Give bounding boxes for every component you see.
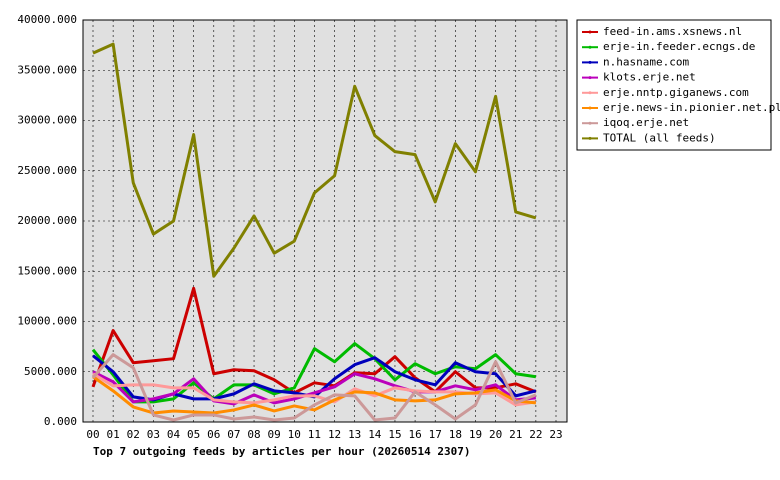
x-tick-label: 13 (348, 428, 361, 441)
x-tick-label: 17 (429, 428, 442, 441)
series-line (91, 286, 537, 395)
legend-marker (588, 76, 592, 80)
y-tick-label: 30000.000 (17, 114, 77, 127)
legend-marker (588, 106, 592, 110)
legend-label: feed-in.ams.xsnews.nl (603, 25, 742, 38)
x-tick-label: 07 (227, 428, 240, 441)
x-tick-label: 10 (288, 428, 301, 441)
y-tick-label: 10000.000 (17, 315, 77, 328)
x-tick-label: 03 (147, 428, 160, 441)
series-line (92, 370, 537, 406)
x-tick-label: 20 (489, 428, 502, 441)
x-tick-label: 15 (388, 428, 401, 441)
legend-marker (588, 30, 592, 34)
x-tick-label: 06 (207, 428, 220, 441)
y-tick-label: 15000.000 (17, 264, 77, 277)
x-tick-label: 09 (268, 428, 281, 441)
legend-marker (588, 60, 592, 64)
legend-label: erje-in.feeder.ecngs.de (603, 40, 755, 53)
x-tick-label: 11 (308, 428, 321, 441)
y-tick-label: 5000.000 (24, 365, 77, 378)
legend-label: klots.erje.net (603, 71, 696, 84)
legend-label: iqoq.erje.net (603, 116, 689, 129)
legend-label: erje.news-in.pionier.net.pl (603, 101, 780, 114)
y-tick-label: 40000.000 (17, 13, 77, 26)
legend-marker (588, 45, 592, 49)
series-line (91, 353, 537, 422)
x-tick-label: 19 (469, 428, 482, 441)
legend-label: n.hasname.com (603, 55, 689, 68)
x-tick-label: 02 (127, 428, 140, 441)
x-tick-label: 05 (187, 428, 200, 441)
series-line (91, 342, 537, 404)
x-tick-label: 14 (368, 428, 382, 441)
legend-marker (588, 91, 592, 95)
x-tick-label: 18 (449, 428, 462, 441)
y-tick-label: 25000.000 (17, 164, 77, 177)
legend-box (576, 19, 772, 151)
x-tick-label: 22 (529, 428, 542, 441)
y-tick-label: 35000.000 (17, 63, 77, 76)
x-tick-label: 00 (86, 428, 99, 441)
legend-label: erje.nntp.giganews.com (603, 86, 749, 99)
series-line (92, 42, 537, 278)
x-tick-label: 08 (247, 428, 260, 441)
x-tick-label: 23 (549, 428, 562, 441)
x-tick-label: 04 (167, 428, 181, 441)
series-line (92, 375, 537, 415)
legend-label: TOTAL (all feeds) (603, 131, 716, 144)
x-tick-label: 16 (408, 428, 421, 441)
legend-marker (588, 136, 592, 140)
chart-title: Top 7 outgoing feeds by articles per hou… (93, 445, 471, 458)
x-tick-label: 21 (509, 428, 522, 441)
x-tick-label: 12 (328, 428, 341, 441)
y-tick-label: 0.000 (44, 415, 77, 428)
y-tick-label: 20000.000 (17, 214, 77, 227)
x-tick-label: 01 (107, 428, 120, 441)
legend-marker (588, 121, 592, 125)
